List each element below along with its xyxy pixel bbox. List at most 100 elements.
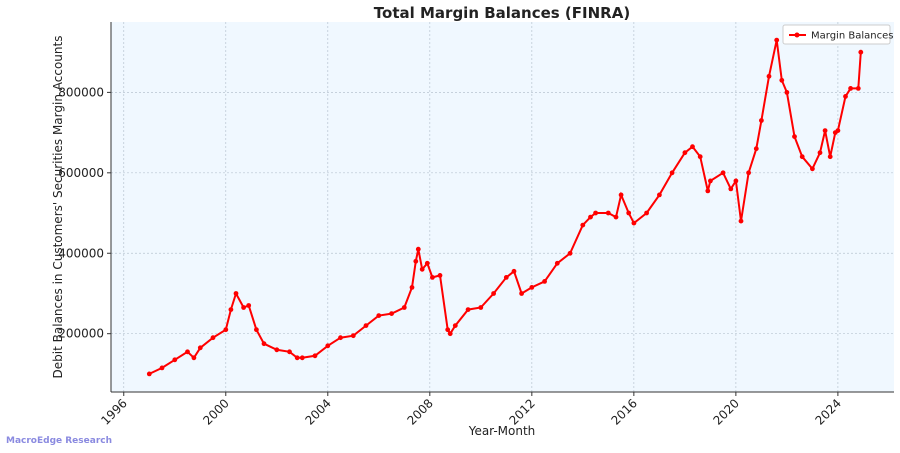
data-point [774,37,780,43]
series-points [146,37,864,377]
legend-label: Margin Balances [811,31,893,42]
data-point [246,303,252,308]
data-point [626,210,632,216]
data-point [261,341,267,347]
data-point [191,355,197,361]
data-point [478,305,484,310]
data-point [287,349,292,355]
data-point [567,250,573,256]
data-point [779,77,785,83]
data-point [363,323,369,328]
legend-marker [794,32,800,38]
data-point [419,266,425,272]
data-point [728,186,734,192]
data-point [254,327,259,333]
watermark: MacroEdge Research [6,436,113,446]
data-point [511,268,517,274]
data-point [401,305,407,310]
x-tick-label: 2016 [608,396,639,427]
y-axis-ticks: 200000 400000 600000 800000 [58,85,111,341]
data-point [415,246,421,252]
data-point [827,154,833,160]
data-point [452,323,458,328]
x-tick-label: 2008 [404,396,435,427]
data-point [424,260,430,266]
data-point [613,214,619,220]
data-point [299,355,305,361]
data-point [799,154,805,160]
data-point [759,118,764,123]
data-point [784,90,790,95]
data-point [413,258,419,264]
data-point [325,343,331,349]
grid-lines [111,22,894,392]
data-point [491,291,496,296]
data-point [848,86,853,91]
y-tick-label: 800000 [58,85,104,99]
data-point [223,327,229,333]
data-point [835,128,841,134]
y-tick-label: 200000 [58,327,104,341]
data-point [554,260,560,266]
data-point [233,291,239,296]
data-point [146,371,152,377]
data-point [350,333,356,339]
x-tick-label: 1996 [98,396,129,427]
y-tick-label: 400000 [58,246,104,260]
data-point [241,305,247,310]
data-point [682,150,688,156]
data-point [817,150,823,156]
data-point [822,128,828,134]
data-point [228,307,234,312]
data-point [657,192,662,198]
data-point [644,210,649,216]
data-point [738,218,744,224]
data-point [465,307,471,312]
data-point [631,220,637,226]
y-axis-label: Debit Balances in Customers' Securities … [51,36,65,379]
x-axis-label: Year-Month [468,424,536,438]
data-point [294,355,300,361]
x-tick-label: 2004 [302,396,333,427]
data-point [605,210,611,216]
data-point [338,335,343,341]
data-point [447,331,453,337]
data-point [843,94,848,99]
data-point [593,210,598,216]
data-point [445,327,451,333]
plot-area [111,22,894,392]
chart-title: Total Margin Balances (FINRA) [374,4,630,22]
data-point [519,291,524,296]
x-tick-label: 2000 [200,396,231,427]
data-point [746,170,751,176]
data-point [580,222,586,228]
data-point [792,134,797,140]
legend: Margin Balances [782,24,893,45]
x-tick-label: 2024 [813,396,844,427]
x-tick-label: 2020 [710,396,741,427]
data-point [437,273,443,278]
data-point [159,365,165,371]
data-point [274,347,280,353]
data-point [618,192,624,198]
data-point [855,86,861,91]
data-point [542,279,547,284]
data-point [197,345,203,351]
data-point [588,214,593,220]
x-axis-ticks: 1996 2000 2004 2008 2012 2016 2020 2024 [98,392,844,428]
data-point [733,178,739,184]
data-point [669,170,675,176]
data-point [430,275,435,280]
data-point [708,178,713,184]
x-tick-label: 2012 [506,396,537,427]
data-point [503,275,509,280]
data-point [312,353,318,359]
data-point [529,285,535,290]
data-point [210,335,216,341]
data-point [705,188,711,194]
data-point [858,49,864,55]
data-point [697,154,703,160]
data-point [753,146,759,152]
data-point [766,73,772,79]
data-point [172,357,178,363]
